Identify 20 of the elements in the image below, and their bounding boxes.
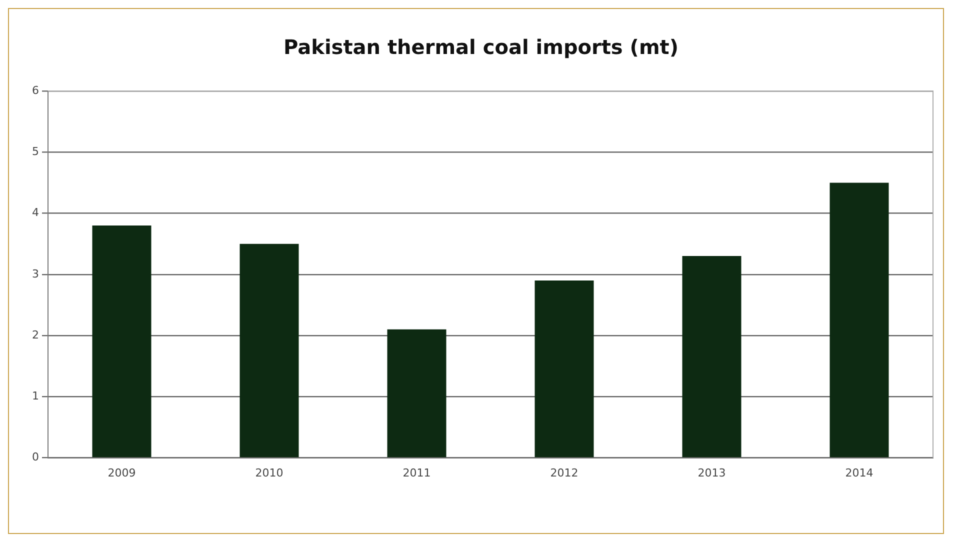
x-tick-label: 2013 [698, 466, 726, 480]
y-tick-label: 6 [32, 84, 39, 97]
y-tick-label: 2 [32, 328, 39, 342]
bar [92, 225, 152, 458]
bar [830, 182, 889, 458]
y-tick-label: 5 [32, 144, 39, 158]
x-tick-label: 2011 [402, 466, 431, 480]
chart-title: Pakistan thermal coal imports (mt) [284, 35, 678, 60]
y-tick-label: 1 [32, 390, 39, 403]
y-tick-label: 3 [32, 267, 39, 280]
y-tick-label: 0 [32, 450, 39, 464]
y-tick-label: 4 [32, 206, 39, 220]
x-tick-label: 2012 [550, 466, 578, 480]
bar [240, 244, 299, 458]
x-tick-label: 2010 [255, 466, 284, 480]
x-tick-label: 2014 [845, 466, 874, 480]
bar [387, 329, 446, 458]
bar [682, 256, 742, 458]
x-tick-label: 2009 [108, 466, 136, 480]
bar [534, 280, 594, 458]
